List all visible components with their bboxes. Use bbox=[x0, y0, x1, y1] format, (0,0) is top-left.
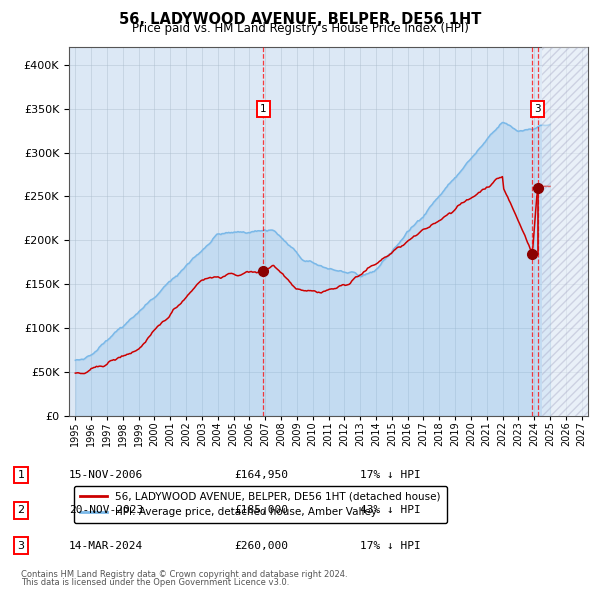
Text: 3: 3 bbox=[17, 541, 25, 550]
Text: 56, LADYWOOD AVENUE, BELPER, DE56 1HT: 56, LADYWOOD AVENUE, BELPER, DE56 1HT bbox=[119, 12, 481, 27]
Text: 2: 2 bbox=[17, 506, 25, 515]
Text: 3: 3 bbox=[534, 104, 541, 114]
Text: 20-NOV-2023: 20-NOV-2023 bbox=[69, 506, 143, 515]
Text: £185,000: £185,000 bbox=[234, 506, 288, 515]
Text: 43% ↓ HPI: 43% ↓ HPI bbox=[360, 506, 421, 515]
Text: 1: 1 bbox=[17, 470, 25, 480]
Text: £164,950: £164,950 bbox=[234, 470, 288, 480]
Text: 1: 1 bbox=[260, 104, 266, 114]
Text: Contains HM Land Registry data © Crown copyright and database right 2024.: Contains HM Land Registry data © Crown c… bbox=[21, 570, 347, 579]
Text: Price paid vs. HM Land Registry's House Price Index (HPI): Price paid vs. HM Land Registry's House … bbox=[131, 22, 469, 35]
Text: 17% ↓ HPI: 17% ↓ HPI bbox=[360, 541, 421, 550]
Bar bbox=[542, 47, 600, 416]
Legend: 56, LADYWOOD AVENUE, BELPER, DE56 1HT (detached house), HPI: Average price, deta: 56, LADYWOOD AVENUE, BELPER, DE56 1HT (d… bbox=[74, 486, 446, 523]
Bar bbox=[542, 47, 600, 416]
Text: This data is licensed under the Open Government Licence v3.0.: This data is licensed under the Open Gov… bbox=[21, 578, 289, 587]
Text: £260,000: £260,000 bbox=[234, 541, 288, 550]
Text: 14-MAR-2024: 14-MAR-2024 bbox=[69, 541, 143, 550]
Text: 17% ↓ HPI: 17% ↓ HPI bbox=[360, 470, 421, 480]
Text: 15-NOV-2006: 15-NOV-2006 bbox=[69, 470, 143, 480]
